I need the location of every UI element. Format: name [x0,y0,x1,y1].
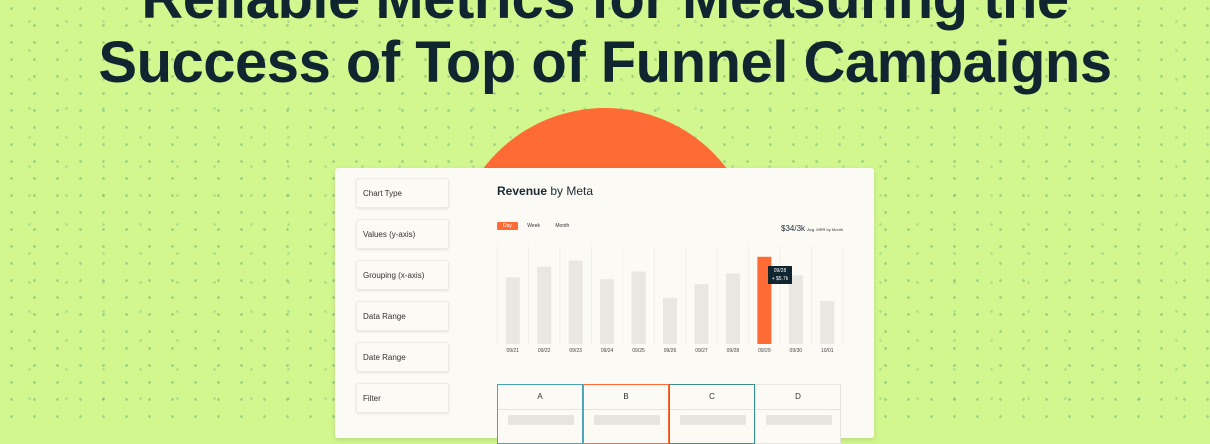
x-tick-label: 09/29 [758,348,771,354]
stat-label: Avg. MRR by Month [807,227,843,232]
table-column-a[interactable]: A [497,384,583,444]
bar-09-27[interactable] [694,284,709,344]
bar-09-24[interactable] [600,279,615,344]
bar-chart-svg: 09/21 09/22 09/23 09/24 09/25 09/26 09/27 09/28… [496,246,844,354]
placeholder-cell [680,415,746,425]
x-tick-label: 09/30 [790,348,803,354]
summary-stat: $34/3k Avg. MRR by Month [781,224,843,233]
headline-line-2: Success of Top of Funnel Campaigns [98,30,1112,95]
sidebar-item-chart-type[interactable]: Chart Type [356,178,449,208]
data-table: A B C D [497,384,843,444]
x-tick-label: 10/01 [821,348,834,354]
bar-09-25[interactable] [631,271,646,344]
sidebar-item-date-range[interactable]: Date Range [356,342,449,372]
x-tick-label: 09/22 [538,348,551,354]
x-tick-label: 09/28 [727,348,740,354]
placeholder-cell [508,415,574,425]
chart-title: Revenue by Meta [497,184,593,198]
tab-week[interactable]: Week [527,223,540,229]
sidebar-item-data-range[interactable]: Data Range [356,301,449,331]
tooltip-date: 09/28 [773,268,787,274]
x-tick-label: 09/25 [632,348,645,354]
bar-09-28[interactable] [725,273,740,344]
headline-line-1: Reliable Metrics for Measuring the [0,0,1210,31]
tab-day[interactable]: Day [497,222,518,230]
period-tabs: Day Week Month [497,222,577,230]
x-tick-label: 09/26 [664,348,677,354]
tab-month[interactable]: Month [555,223,570,229]
x-tick-label: 09/24 [601,348,614,354]
revenue-bar-chart: 09/21 09/22 09/23 09/24 09/25 09/26 09/27 09/28… [496,246,844,356]
x-tick-label: 09/23 [569,348,582,354]
bar-09-30[interactable] [788,275,803,344]
tooltip-value: + $5.7k [771,276,789,282]
placeholder-cell [766,415,832,425]
bar-tooltip: 09/28 + $5.7k [768,266,792,284]
chart-title-grouping: by Meta [547,184,594,198]
sidebar-item-values[interactable]: Values (y-axis) [356,219,449,249]
column-header: C [670,385,754,410]
bar-09-29[interactable] [757,256,772,344]
chart-title-metric: Revenue [497,184,548,198]
bar-09-22[interactable] [537,266,552,344]
column-header: A [498,385,582,410]
table-column-c[interactable]: C [669,384,755,444]
dashboard-card: Chart Type Values (y-axis) Grouping (x-a… [335,168,874,444]
stat-value: $34/3k [781,224,806,233]
x-tick-label: 09/27 [695,348,708,354]
column-header: B [584,385,668,410]
bar-10-01[interactable] [820,300,835,344]
x-tick-label: 09/21 [506,348,519,354]
column-header: D [756,385,840,410]
table-column-d[interactable]: D [755,384,841,444]
table-column-b[interactable]: B [583,384,669,444]
bar-09-23[interactable] [568,260,583,344]
bar-09-21[interactable] [505,277,520,344]
sidebar-item-grouping[interactable]: Grouping (x-axis) [356,260,449,290]
placeholder-cell [594,415,660,425]
headline: Reliable Metrics for Measuring the Succe… [0,0,1210,95]
bar-09-26[interactable] [663,297,677,344]
sidebar-item-filter[interactable]: Filter [356,383,449,413]
